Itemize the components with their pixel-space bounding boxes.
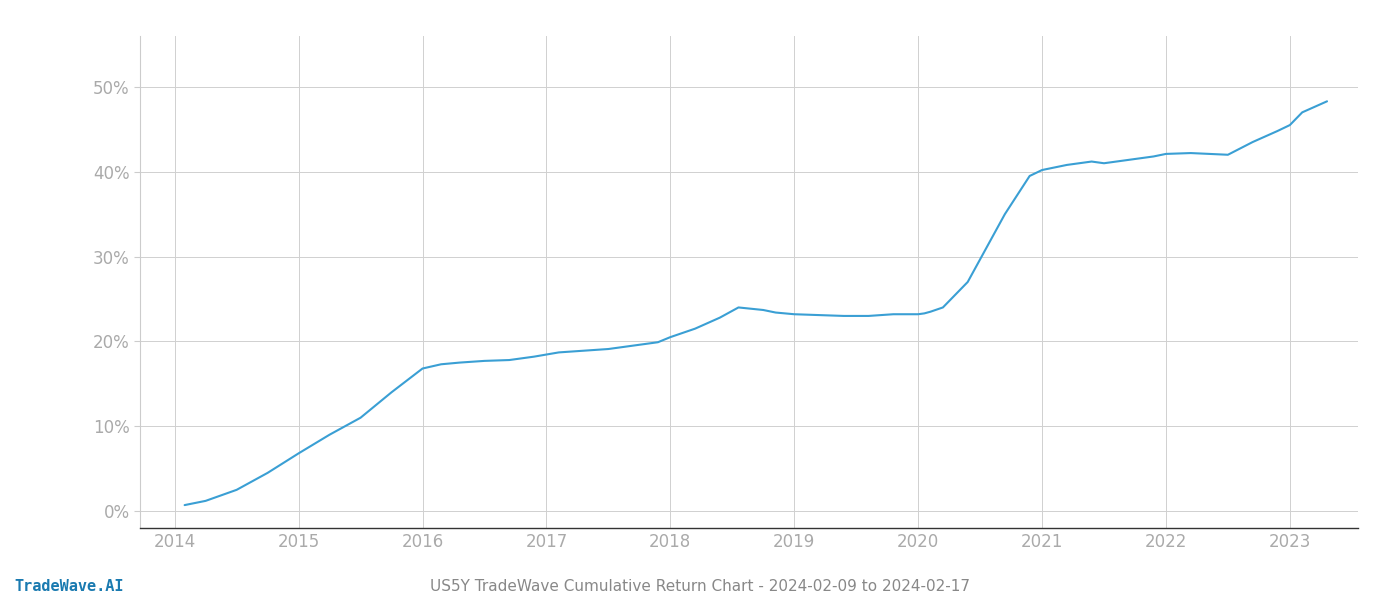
- Text: US5Y TradeWave Cumulative Return Chart - 2024-02-09 to 2024-02-17: US5Y TradeWave Cumulative Return Chart -…: [430, 579, 970, 594]
- Text: TradeWave.AI: TradeWave.AI: [14, 579, 123, 594]
